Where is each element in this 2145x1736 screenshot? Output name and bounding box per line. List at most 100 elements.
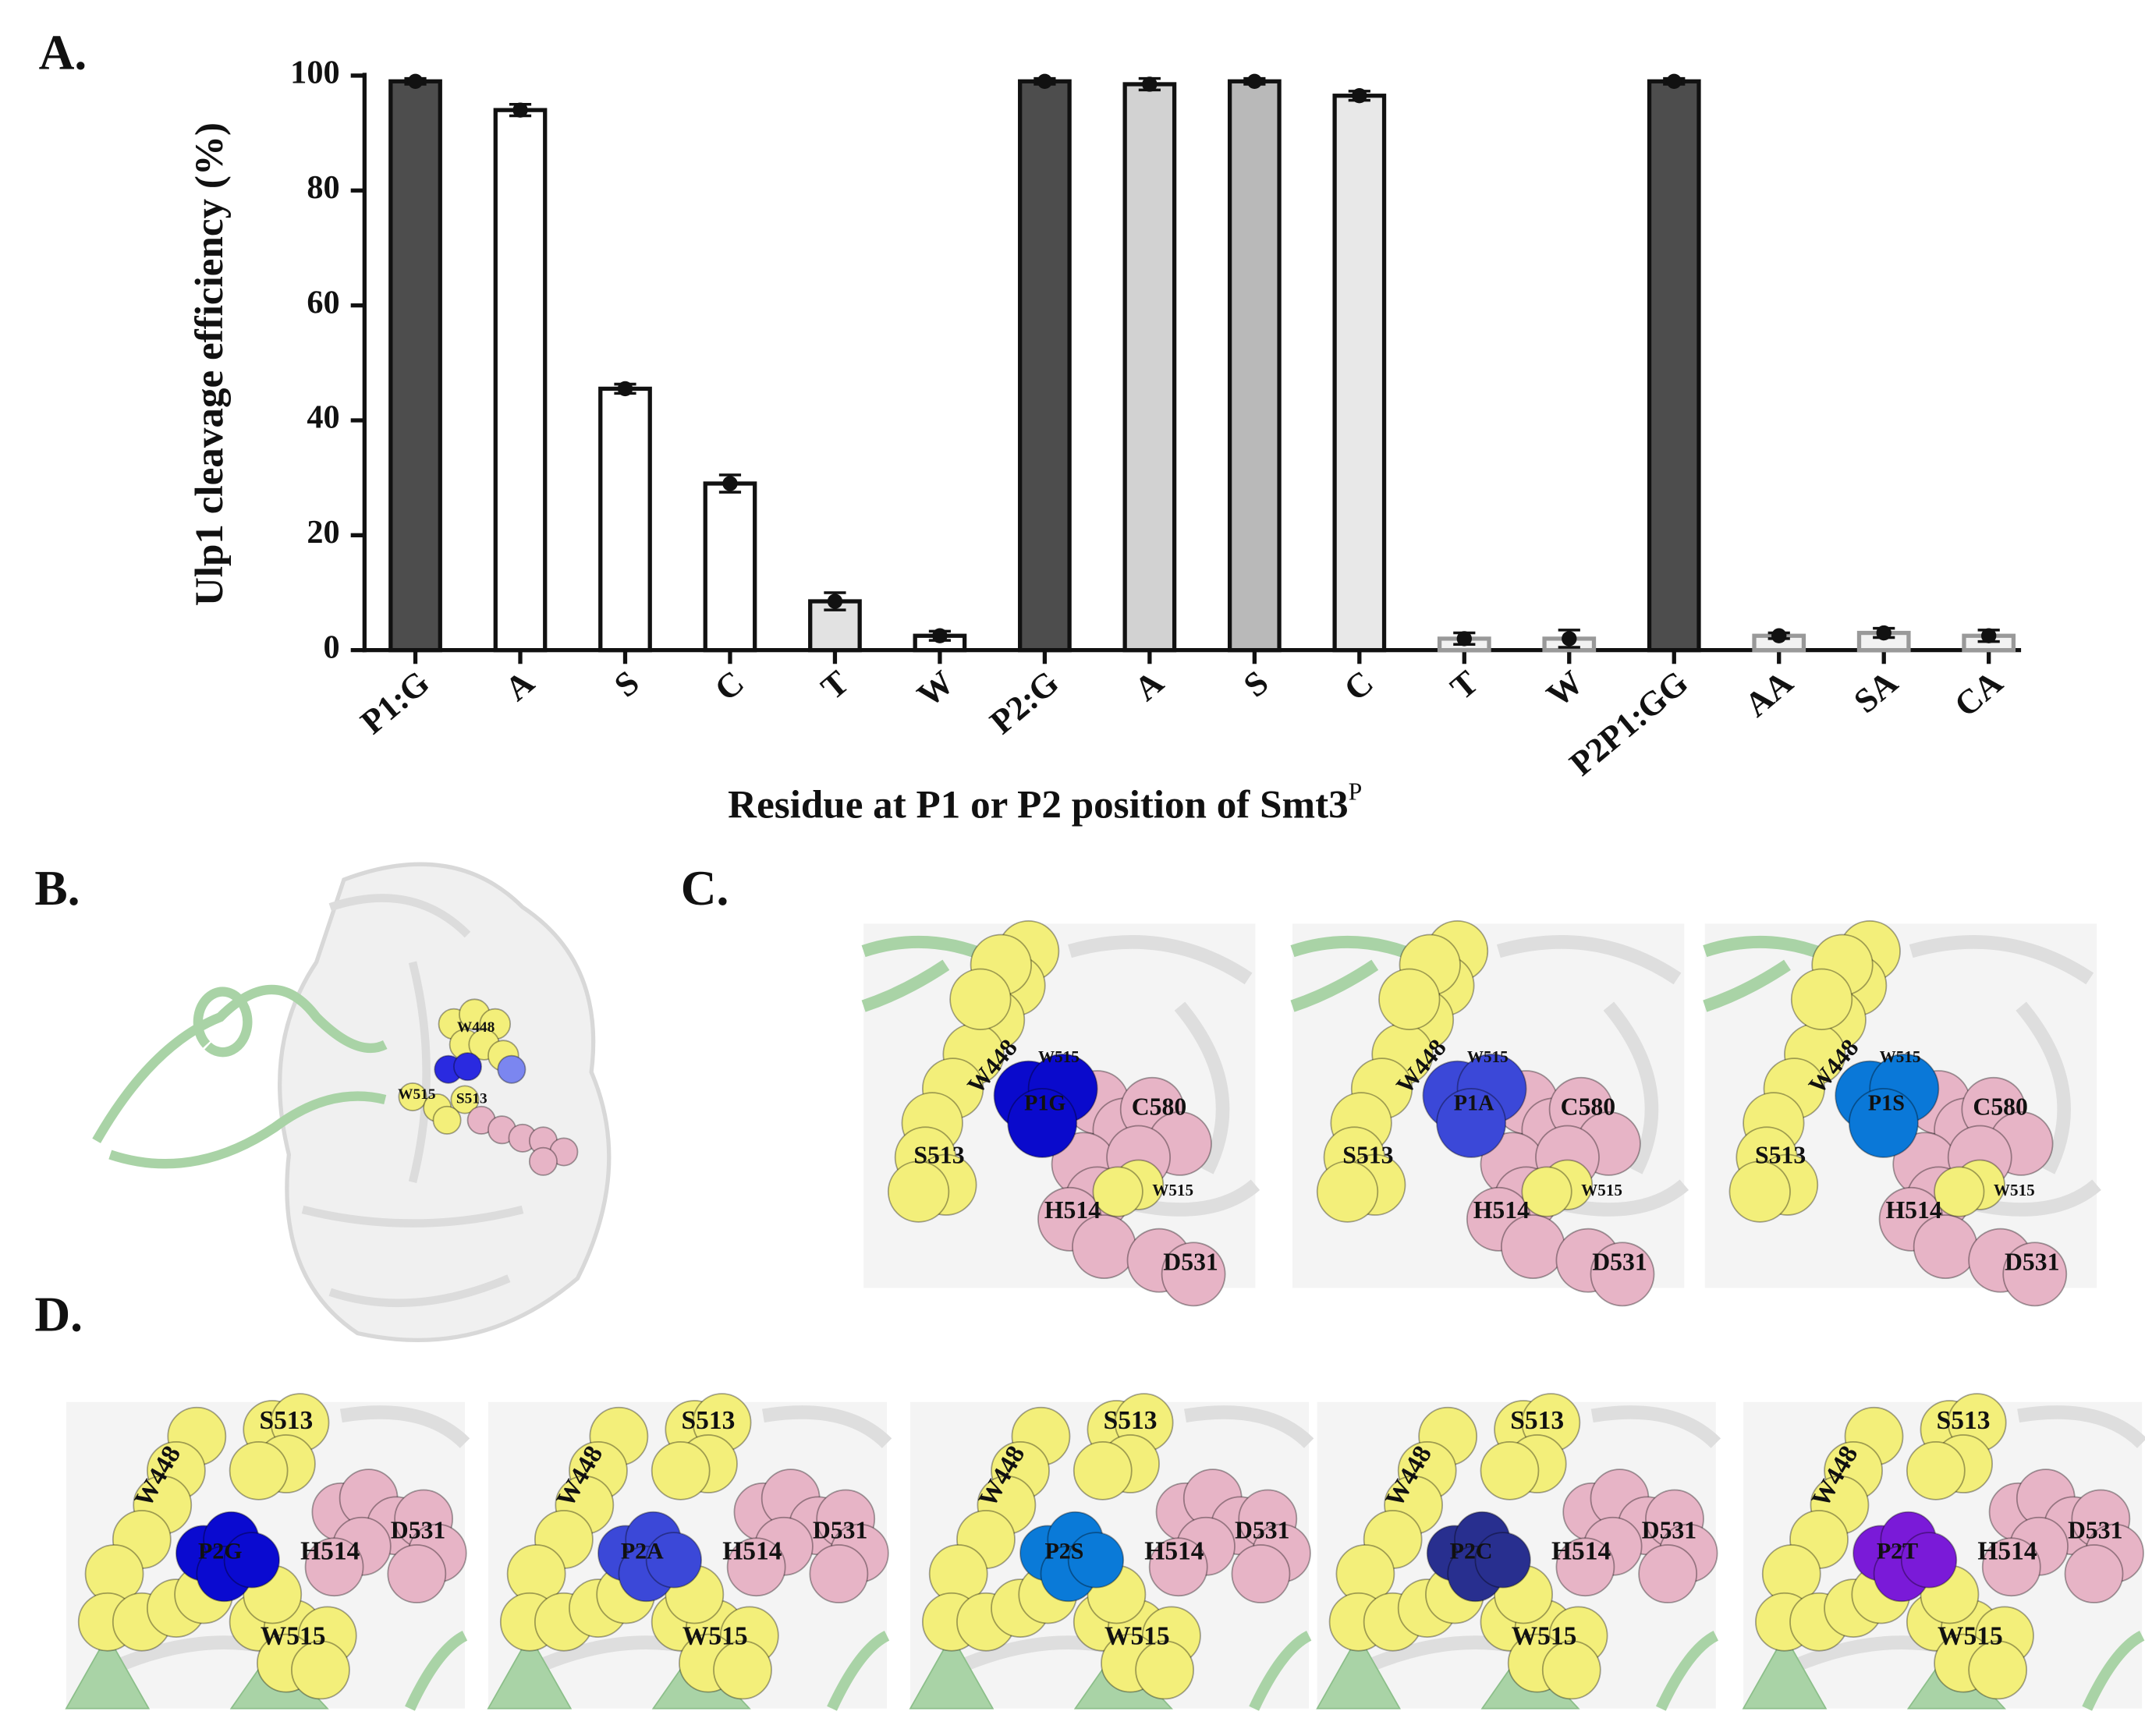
ribbon bbox=[2082, 1631, 2145, 1711]
panel-label: A. bbox=[39, 25, 87, 80]
residue-label: S513 bbox=[1104, 1406, 1158, 1435]
residue-label: W515 bbox=[1880, 1047, 1921, 1066]
residue-label: P2C bbox=[1450, 1538, 1493, 1564]
atom-sphere bbox=[528, 1146, 558, 1176]
atom-sphere bbox=[1501, 1214, 1565, 1279]
ribbon bbox=[827, 1631, 890, 1711]
atom-sphere bbox=[453, 1052, 483, 1082]
atom-sphere bbox=[1316, 1160, 1379, 1223]
x-tick-label: W bbox=[910, 663, 961, 714]
atom-sphere bbox=[1135, 1640, 1194, 1700]
x-tick-label: S bbox=[1236, 663, 1275, 704]
bar bbox=[1227, 79, 1282, 653]
panel-label: B. bbox=[34, 860, 80, 916]
atom-sphere bbox=[1590, 1242, 1655, 1307]
residue-label: S513 bbox=[682, 1406, 736, 1435]
residue-label: W515 bbox=[1581, 1181, 1622, 1199]
bar bbox=[1332, 94, 1387, 653]
x-tick-label: CA bbox=[1947, 663, 2009, 725]
residue-label: D531 bbox=[2005, 1249, 2060, 1276]
bar bbox=[388, 79, 442, 653]
bar bbox=[598, 386, 652, 653]
residue-label: S513 bbox=[456, 1090, 488, 1107]
atom-sphere bbox=[1900, 1532, 1958, 1589]
residue-label: D531 bbox=[2068, 1516, 2123, 1543]
residue-label: W515 bbox=[1038, 1047, 1080, 1066]
atom-sphere bbox=[1906, 1440, 1966, 1500]
ribbon bbox=[405, 1631, 468, 1711]
y-tick-label: 100 bbox=[290, 55, 339, 91]
protein-structure bbox=[92, 862, 612, 1342]
bar bbox=[703, 481, 757, 653]
smt3-ribbon bbox=[92, 985, 388, 1169]
atom-sphere bbox=[387, 1544, 447, 1603]
residue-label: S513 bbox=[1510, 1406, 1564, 1435]
atom-sphere bbox=[497, 1054, 526, 1084]
atom-sphere bbox=[1848, 1087, 1919, 1158]
mean-dot bbox=[827, 593, 843, 609]
residue-label: H514 bbox=[1044, 1196, 1101, 1224]
atom-sphere bbox=[223, 1532, 280, 1589]
atom-sphere bbox=[1790, 968, 1853, 1030]
x-tick-label: T bbox=[814, 663, 856, 707]
atom-sphere bbox=[1474, 1532, 1531, 1589]
y-tick-label: 40 bbox=[307, 399, 339, 436]
residue-label: D531 bbox=[1642, 1516, 1697, 1543]
residue-label: W515 bbox=[1512, 1622, 1577, 1651]
residue-label: C580 bbox=[1973, 1093, 2028, 1121]
x-tick-label: A bbox=[1127, 663, 1171, 708]
atom-sphere bbox=[1981, 1537, 2041, 1597]
atom-sphere bbox=[1541, 1640, 1601, 1700]
residue-label: P2A bbox=[621, 1538, 664, 1564]
atom-sphere bbox=[726, 1537, 786, 1597]
mean-dot bbox=[1876, 625, 1892, 641]
x-axis-label: Residue at P1 or P2 position of Smt3P bbox=[728, 778, 1362, 827]
ribbon bbox=[1249, 1631, 1312, 1711]
atom-sphere bbox=[713, 1640, 772, 1700]
atom-sphere bbox=[949, 968, 1012, 1030]
y-tick-label: 60 bbox=[307, 284, 339, 321]
atom-sphere bbox=[1072, 1214, 1136, 1279]
atom-sphere bbox=[1728, 1160, 1791, 1223]
atom-sphere bbox=[1092, 1166, 1143, 1217]
y-tick-label: 20 bbox=[307, 514, 339, 551]
y-tick-label: 0 bbox=[323, 629, 339, 665]
bar bbox=[1647, 79, 1701, 653]
atom-sphere bbox=[1638, 1544, 1698, 1603]
x-axis-label-text: Residue at P1 or P2 position of Smt3 bbox=[728, 782, 1349, 827]
atom-sphere bbox=[398, 1082, 427, 1111]
residue-label: P2S bbox=[1044, 1538, 1083, 1564]
mean-dot bbox=[1456, 631, 1472, 647]
x-tick-label: P1:G bbox=[353, 663, 436, 741]
atom-sphere bbox=[432, 1105, 462, 1135]
residue-label: S513 bbox=[259, 1406, 313, 1435]
x-tick-label: C bbox=[1337, 663, 1381, 708]
panel-label: D. bbox=[34, 1287, 83, 1342]
residue-label: P1A bbox=[1454, 1091, 1494, 1115]
atom-sphere bbox=[291, 1640, 350, 1700]
atom-sphere bbox=[1231, 1544, 1291, 1603]
mean-dot bbox=[1980, 628, 1997, 643]
atom-sphere bbox=[1378, 968, 1441, 1030]
atom-sphere bbox=[1007, 1087, 1078, 1158]
residue-label: C580 bbox=[1561, 1093, 1616, 1121]
mean-dot bbox=[407, 73, 424, 89]
residue-label: W448 bbox=[457, 1019, 495, 1036]
residue-label: W515 bbox=[398, 1086, 435, 1103]
residue-label: S513 bbox=[1755, 1141, 1806, 1168]
residue-label: W515 bbox=[1467, 1047, 1509, 1066]
mean-dot bbox=[1562, 631, 1577, 647]
residue-label: C580 bbox=[1132, 1093, 1187, 1121]
atom-sphere bbox=[1480, 1440, 1540, 1500]
residue-label: H514 bbox=[1473, 1196, 1530, 1224]
residue-label: W515 bbox=[261, 1622, 326, 1651]
residue-label: H514 bbox=[1551, 1536, 1611, 1565]
atom-sphere bbox=[645, 1532, 703, 1589]
x-axis-label-sup: P bbox=[1349, 778, 1363, 806]
